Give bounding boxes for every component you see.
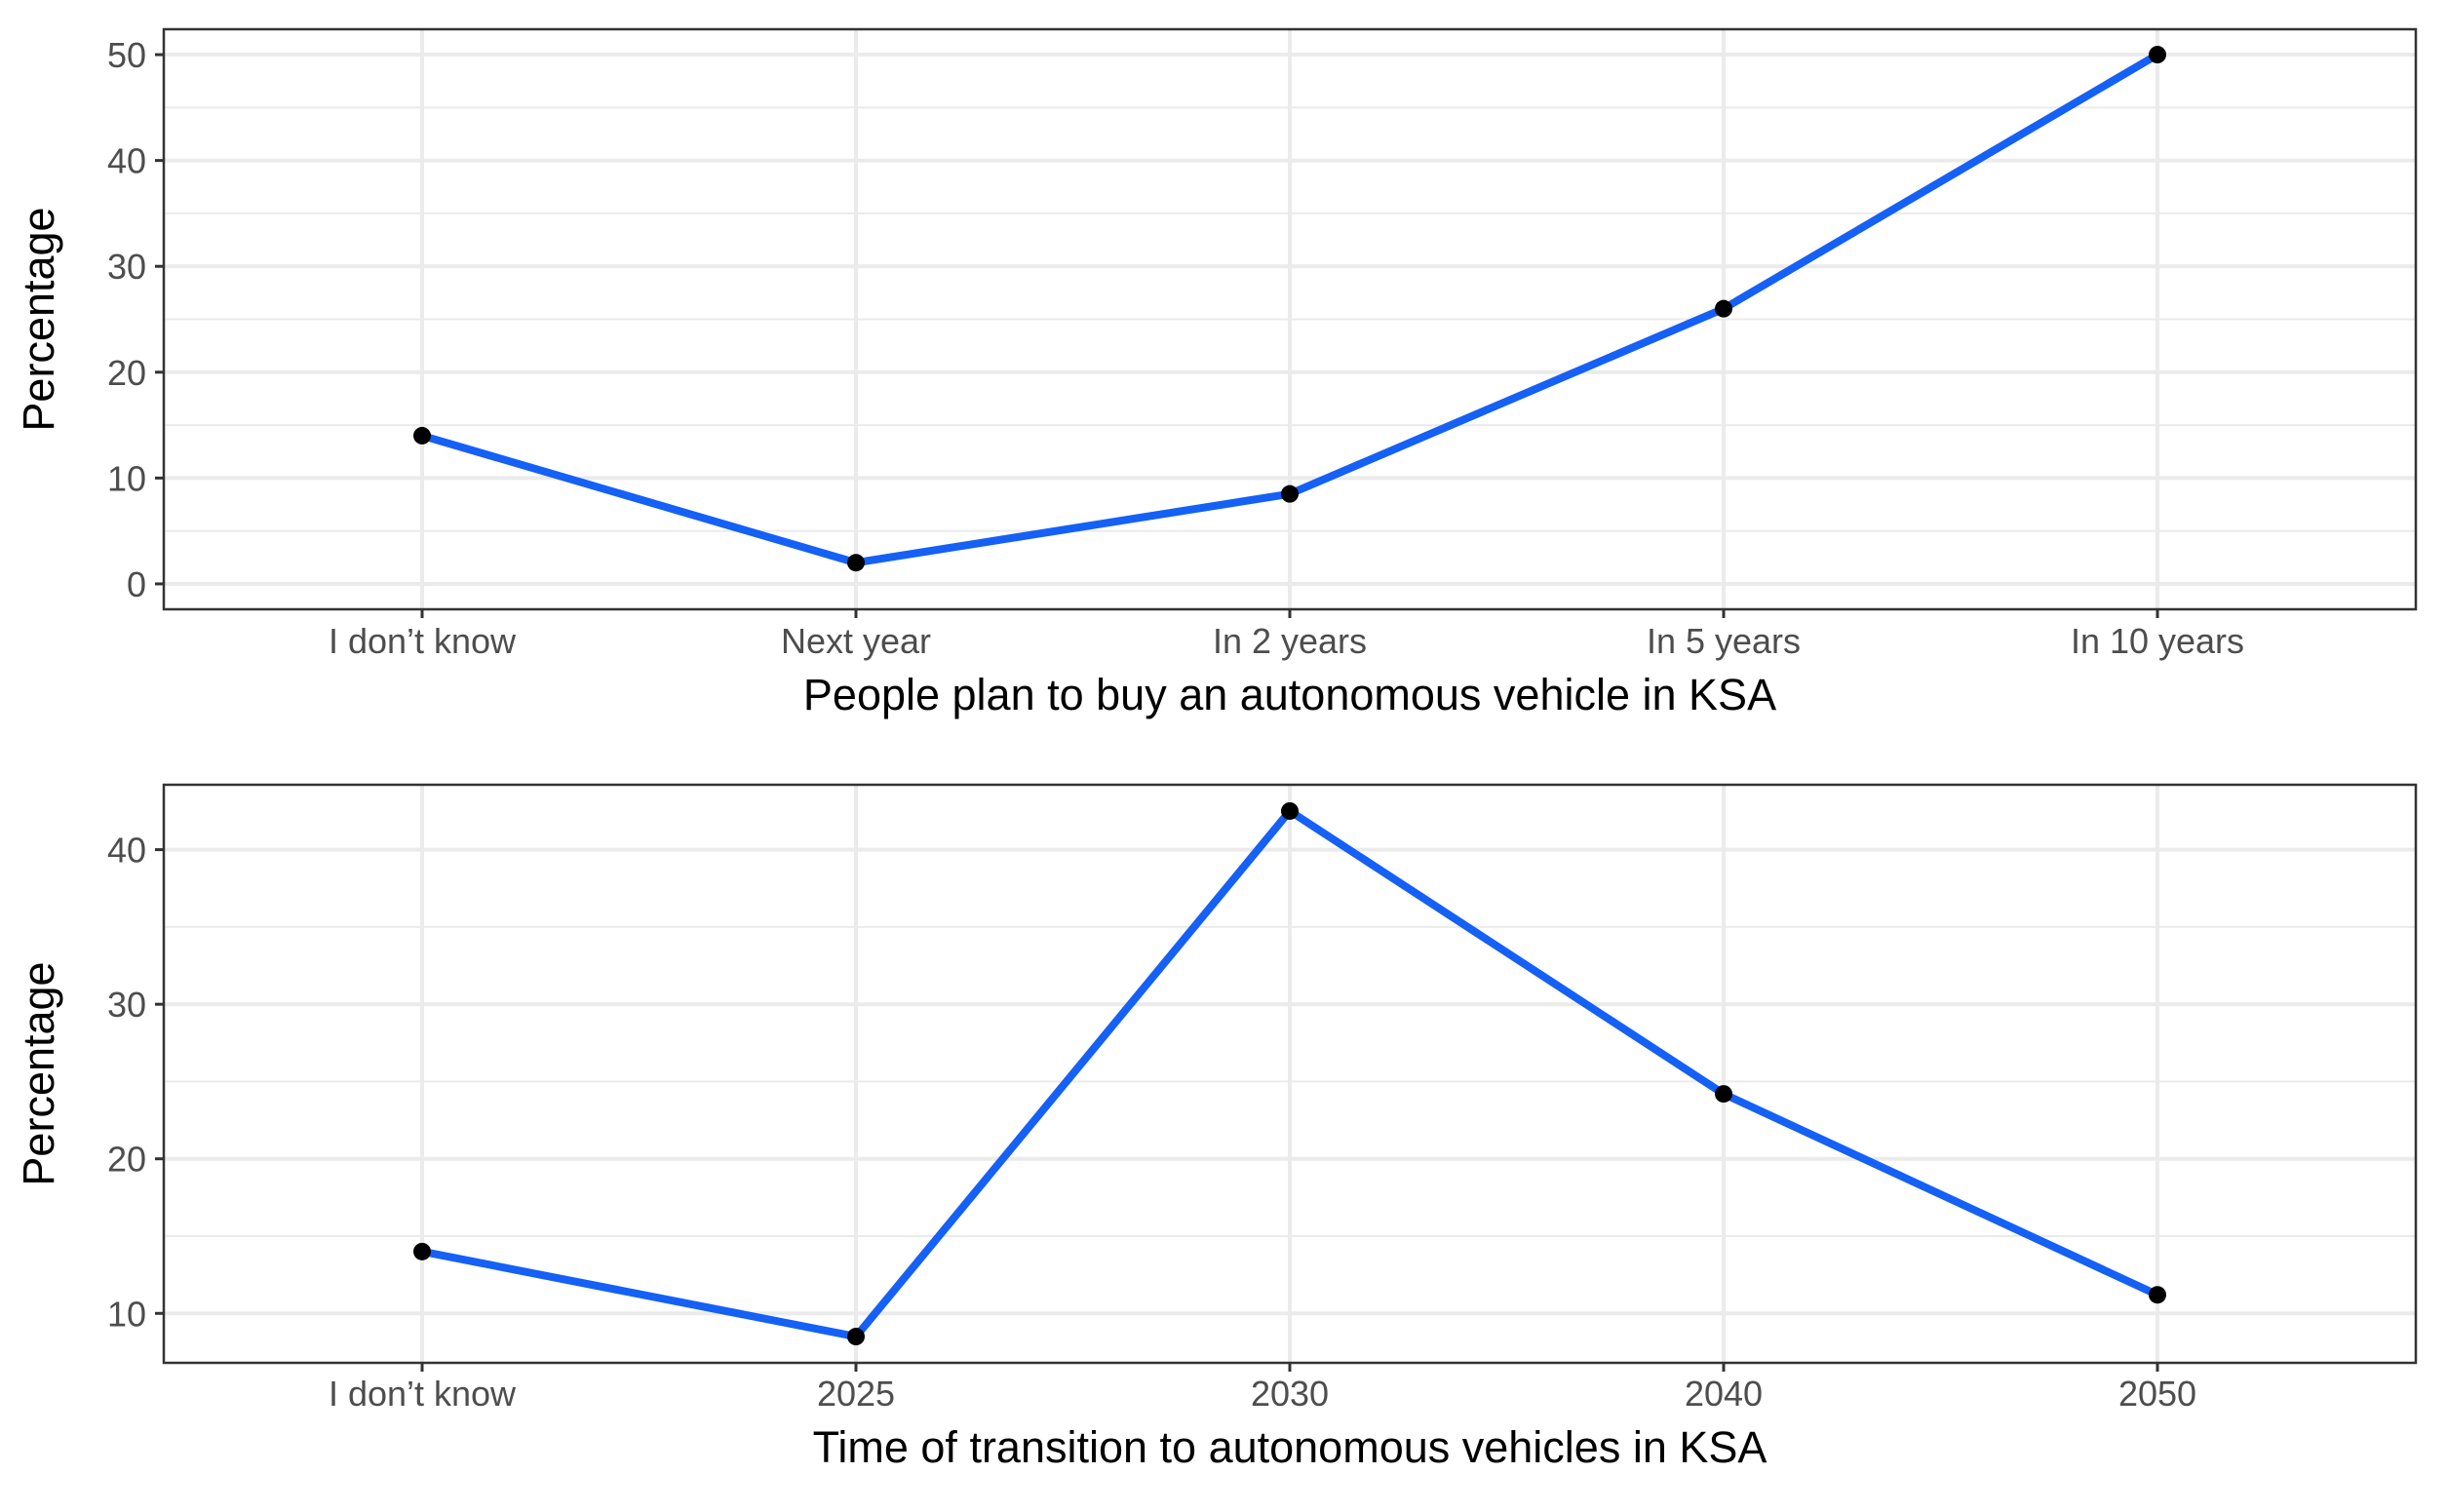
y-tick-label: 20 <box>107 1140 146 1180</box>
data-point <box>413 1242 431 1260</box>
y-axis-title: Percentage <box>14 207 63 431</box>
x-tick-label: In 2 years <box>1213 621 1367 661</box>
data-point <box>847 1328 865 1346</box>
panel-border <box>162 27 2418 611</box>
x-tick-label: 2030 <box>1251 1374 1329 1414</box>
x-tick-label: 2050 <box>2118 1374 2196 1414</box>
x-tick-label: I don’t know <box>329 621 517 661</box>
data-point <box>413 426 431 445</box>
x-tick-label: Next year <box>781 621 931 661</box>
y-tick-label: 10 <box>107 458 146 498</box>
y-tick-label: 0 <box>127 564 146 604</box>
x-tick-label: I don’t know <box>329 1374 517 1414</box>
data-point <box>1281 801 1299 820</box>
y-tick-label: 40 <box>107 141 146 181</box>
x-axis-title: Time of transition to autonomous vehicle… <box>813 1422 1767 1472</box>
y-tick-label: 40 <box>107 831 146 871</box>
y-tick-label: 50 <box>107 35 146 75</box>
y-axis-title: Percentage <box>14 961 63 1185</box>
y-tick-label: 30 <box>107 247 146 287</box>
x-axis-title: People plan to buy an autonomous vehicle… <box>803 670 1776 719</box>
chart-panel-1: 0 10 20 30 40 50 I don’t know Next year In 2 yea… <box>14 27 2418 719</box>
x-tick-label: In 5 years <box>1647 621 1801 661</box>
data-point <box>2149 46 2166 64</box>
data-point <box>1715 299 1732 318</box>
data-point <box>1715 1085 1732 1104</box>
y-tick-label: 30 <box>107 985 146 1025</box>
y-tick-label: 20 <box>107 353 146 393</box>
x-tick-label: 2040 <box>1685 1374 1763 1414</box>
data-point <box>1281 485 1299 503</box>
panel-border <box>162 783 2418 1365</box>
y-tick-label: 10 <box>107 1294 146 1334</box>
x-tick-label: 2025 <box>817 1374 895 1414</box>
data-point <box>2149 1286 2166 1304</box>
x-tick-label: In 10 years <box>2071 621 2244 661</box>
data-point <box>847 554 865 572</box>
